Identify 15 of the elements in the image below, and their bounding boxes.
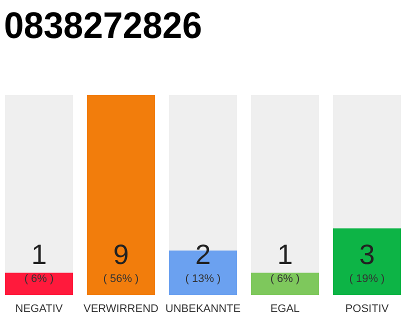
- x-tick-label: NEGATIV: [15, 303, 64, 315]
- data-label: 1: [31, 239, 47, 270]
- x-tick-label: POSITIV: [345, 303, 390, 315]
- data-label: 3: [359, 239, 375, 270]
- data-label: 1: [277, 239, 293, 270]
- x-tick-label: EGAL: [270, 303, 300, 315]
- annotation: ( 13% ): [185, 273, 221, 285]
- data-label: 9: [113, 239, 129, 270]
- x-tick-label: VERWIRREND: [84, 303, 159, 315]
- x-tick-label: UNBEKANNTE: [165, 303, 241, 315]
- chart-title: 0838272826: [4, 5, 210, 46]
- annotation: ( 56% ): [103, 273, 139, 285]
- annotation: ( 6% ): [24, 273, 54, 285]
- annotation: ( 6% ): [270, 273, 300, 285]
- annotation: ( 19% ): [349, 273, 385, 285]
